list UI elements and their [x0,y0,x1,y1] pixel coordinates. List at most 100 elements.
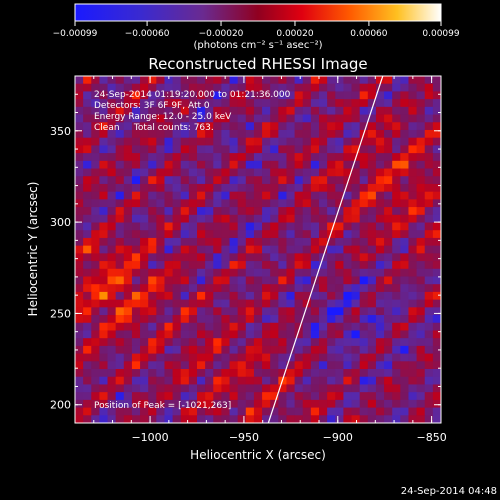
heatmap-cell [99,245,109,254]
heatmap-cell [302,76,312,85]
heatmap-cell [343,284,353,293]
heatmap-cell [408,207,418,216]
heatmap-cell [416,122,426,131]
heatmap-cell [367,291,377,301]
heatmap-cell [115,284,125,293]
heatmap-cell [172,207,182,216]
heatmap-cell [91,160,100,170]
heatmap-cell [286,392,296,401]
heatmap-cell [400,399,410,409]
heatmap-cell [180,222,190,231]
heatmap-cell [343,114,353,123]
heatmap-cell [367,330,377,339]
heatmap-cell [99,176,109,185]
heatmap-cell [302,168,312,177]
heatmap-cell [205,222,214,231]
heatmap-cell [262,230,271,239]
heatmap-cell [172,214,182,224]
heatmap-cell [172,261,182,270]
heatmap-cell [164,83,174,93]
heatmap-cell [75,338,84,347]
heatmap-cell [270,322,279,332]
heatmap-cell [253,407,263,416]
heatmap-cell [123,322,133,332]
heatmap-cell [91,307,100,316]
plot-frame [74,75,442,424]
heatmap-cell [310,83,320,93]
heatmap-cell [327,183,336,193]
heatmap-cell [408,253,418,262]
heatmap-cell [205,245,214,254]
heatmap-cell [351,376,361,386]
heatmap-cell [237,338,247,347]
heatmap-cell [245,338,255,347]
heatmap-cell [278,214,288,224]
heatmap-cell [229,392,239,401]
heatmap-cell [229,137,239,146]
heatmap-cell [335,191,344,200]
heatmap-cell [140,276,149,285]
heatmap-cell [75,222,84,231]
heatmap-cell [351,253,361,262]
heatmap-cell [180,261,190,270]
heatmap-cell [205,237,214,247]
heatmap-cell [343,338,353,347]
heatmap-cell [75,106,84,116]
heatmap-cell [416,199,426,208]
heatmap-cell [392,230,401,239]
heatmap-cell [123,199,133,208]
heatmap-cell [392,299,401,308]
heatmap-cell [392,291,401,301]
heatmap-cell [294,369,304,378]
heatmap-cell [327,307,336,316]
heatmap-cell [197,353,206,362]
heatmap-cell [131,376,141,386]
heatmap-cell [416,145,426,154]
heatmap-cell [115,369,125,378]
heatmap-cell [286,129,296,139]
heatmap-cell [384,415,393,423]
heatmap-cell [115,276,125,285]
heatmap-cell [424,361,434,370]
heatmap-cell [140,245,149,254]
heatmap-cell [213,122,222,131]
heatmap-cell [156,307,166,316]
heatmap-cell [286,261,296,270]
heatmap-cell [319,315,328,324]
heatmap-cell [83,291,92,301]
heatmap-cell [213,322,222,332]
heatmap-cell [115,129,125,139]
heatmap-cell [408,83,418,93]
heatmap-cell [115,168,125,177]
heatmap-cell [140,222,149,231]
heatmap-cell [343,83,353,93]
heatmap-cell [270,168,279,177]
heatmap-cell [221,160,231,170]
heatmap-cell [302,183,312,193]
heatmap-cell [213,253,222,262]
heatmap-cell [172,384,182,393]
heatmap-cell [205,276,214,285]
heatmap-cell [367,399,377,409]
heatmap-cell [384,399,393,409]
heatmap-cell [75,276,84,285]
heatmap-cell [294,268,304,278]
heatmap-cell [424,399,434,409]
heatmap-cell [424,183,434,193]
heatmap-cell [359,214,369,224]
heatmap-cell [197,114,206,123]
heatmap-cell [83,153,92,162]
heatmap-cell [351,392,361,401]
heatmap-cell [123,268,133,278]
heatmap-cell [131,222,141,231]
heatmap-cell [213,353,222,362]
heatmap-cell [327,261,336,270]
heatmap-cell [188,183,198,193]
heatmap-cell [229,222,239,231]
heatmap-cell [172,399,182,409]
heatmap-cell [302,230,312,239]
heatmap-cell [392,76,401,85]
heatmap-cell [335,207,344,216]
heatmap-cell [213,230,222,239]
heatmap-cell [221,276,231,285]
